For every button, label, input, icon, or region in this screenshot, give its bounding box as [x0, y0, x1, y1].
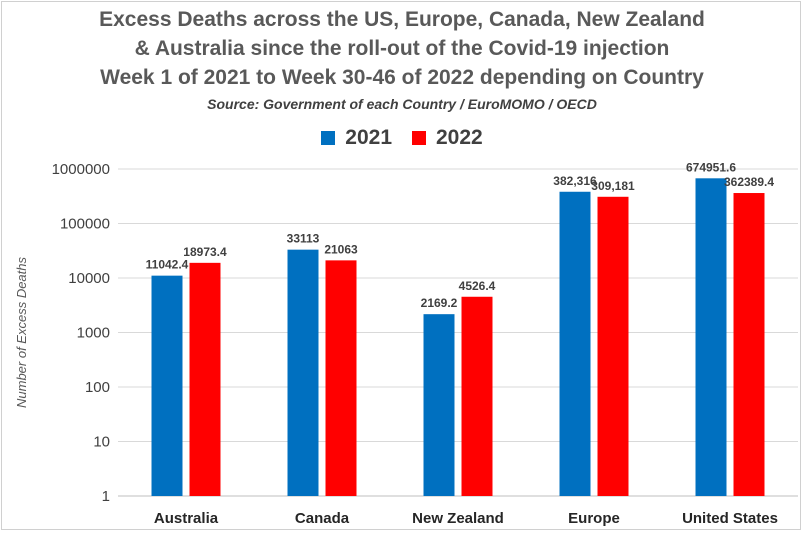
legend-swatch-2022 [412, 131, 426, 145]
y-tick-label: 1 [102, 488, 110, 505]
bar-2022-canada [325, 260, 357, 496]
legend-label-2021: 2021 [345, 126, 392, 149]
data-label: 382,316 [553, 174, 597, 188]
chart-title-line-2: & Australia since the roll-out of the Co… [134, 37, 670, 60]
y-tick-label: 10000 [68, 270, 110, 287]
bar-2021-europe [559, 191, 591, 496]
data-label: 21063 [324, 242, 358, 256]
bar-2022-europe [597, 196, 629, 497]
x-tick-label: United States [682, 510, 778, 527]
chart-subtitle: Source: Government of each Country / Eur… [207, 96, 597, 112]
data-label: 362389.4 [724, 175, 774, 189]
chart-title-line-1: Excess Deaths across the US, Europe, Can… [99, 8, 705, 31]
y-tick-label: 100 [85, 379, 110, 396]
bar-2021-new-zealand [423, 314, 455, 496]
data-label: 11042.4 [146, 258, 189, 272]
chart-title-line-3: Week 1 of 2021 to Week 30-46 of 2022 dep… [100, 66, 704, 89]
data-label: 309,181 [591, 179, 635, 193]
data-label: 33113 [287, 232, 320, 246]
data-label: 18973.4 [183, 245, 227, 259]
x-tick-label: Europe [568, 510, 620, 527]
data-label: 2169.2 [421, 296, 458, 310]
x-tick-label: Australia [154, 510, 219, 527]
legend-swatch-2021 [321, 131, 336, 145]
y-axis-label: Number of Excess Deaths [14, 257, 29, 409]
data-label: 674951.6 [686, 160, 736, 174]
x-tick-label: Canada [295, 510, 350, 527]
bar-2021-australia [151, 275, 183, 496]
x-tick-label: New Zealand [412, 510, 504, 527]
data-label: 4526.4 [459, 279, 496, 293]
legend-item-2021: 2021 [321, 126, 392, 150]
bar-2022-united-states [733, 193, 765, 496]
y-tick-label: 1000 [77, 325, 110, 342]
bar-2021-canada [287, 249, 319, 496]
bar-2022-new-zealand [461, 296, 493, 496]
y-tick-label: 100000 [60, 216, 110, 233]
bar-2021-united-states [695, 178, 727, 497]
legend: 2021 2022 [0, 126, 804, 150]
y-tick-label: 1000000 [52, 161, 110, 178]
y-tick-label: 10 [93, 434, 110, 451]
legend-label-2022: 2022 [436, 126, 483, 149]
legend-item-2022: 2022 [412, 126, 483, 150]
bar-2022-australia [189, 262, 221, 496]
